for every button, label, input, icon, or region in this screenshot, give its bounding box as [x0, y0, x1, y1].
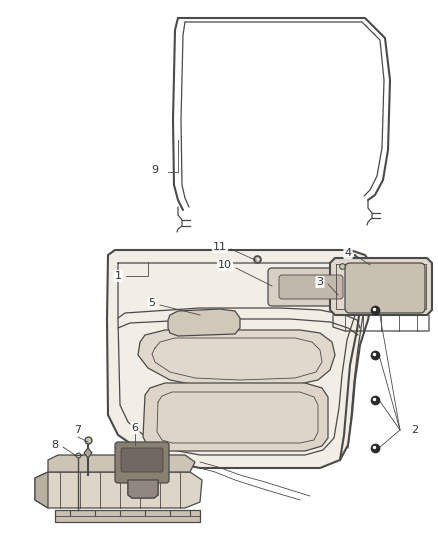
Polygon shape: [35, 472, 48, 508]
Polygon shape: [84, 448, 92, 458]
Text: 1: 1: [114, 271, 121, 281]
Text: 9: 9: [152, 165, 159, 175]
Polygon shape: [48, 455, 195, 472]
Text: 4: 4: [344, 248, 352, 258]
Text: 6: 6: [131, 423, 138, 433]
Text: 8: 8: [51, 440, 59, 450]
Polygon shape: [330, 258, 432, 315]
Polygon shape: [107, 250, 373, 468]
Polygon shape: [55, 510, 200, 522]
FancyBboxPatch shape: [115, 442, 169, 483]
Text: 5: 5: [148, 298, 155, 308]
Polygon shape: [168, 309, 240, 336]
Polygon shape: [143, 383, 328, 451]
Text: 11: 11: [213, 242, 227, 252]
Polygon shape: [128, 480, 158, 498]
FancyBboxPatch shape: [121, 448, 163, 472]
Polygon shape: [35, 472, 202, 508]
Text: 2: 2: [411, 425, 419, 435]
FancyBboxPatch shape: [345, 263, 425, 313]
Polygon shape: [138, 330, 335, 388]
FancyBboxPatch shape: [268, 268, 354, 306]
Text: 7: 7: [74, 425, 81, 435]
Text: 10: 10: [218, 260, 232, 270]
Text: 3: 3: [317, 277, 324, 287]
FancyBboxPatch shape: [279, 275, 343, 299]
